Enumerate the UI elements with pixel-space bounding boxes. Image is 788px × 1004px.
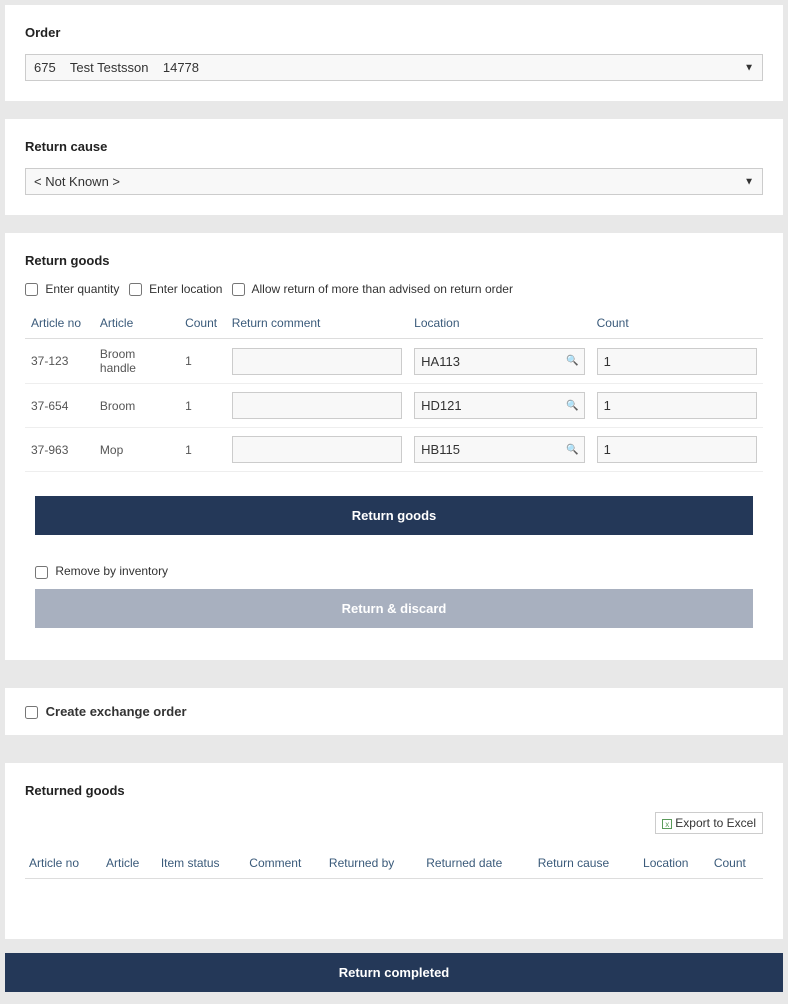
cell-count-to [591, 384, 763, 428]
return-cause-select-wrap: < Not Known > ▼ [25, 168, 763, 195]
col-article[interactable]: Article [94, 308, 179, 339]
table-row: 37-654Broom1 🔍 [25, 384, 763, 428]
return-goods-panel: Return goods Enter quantity Enter locati… [5, 233, 783, 660]
col-location[interactable]: Location [408, 308, 590, 339]
return-discard-button[interactable]: Return & discard [35, 589, 753, 628]
allow-more-option[interactable]: Allow return of more than advised on ret… [232, 282, 513, 296]
exchange-order-panel: Create exchange order [5, 688, 783, 735]
return-comment-input[interactable] [232, 436, 402, 463]
return-cause-label: Return cause [25, 139, 763, 154]
r-col-item-status[interactable]: Item status [157, 848, 245, 879]
create-exchange-checkbox[interactable] [25, 706, 38, 719]
order-label: Order [25, 25, 763, 40]
return-goods-options: Enter quantity Enter location Allow retu… [25, 282, 763, 296]
discard-block: Remove by inventory Return & discard [35, 551, 753, 639]
chevron-down-icon: ▼ [744, 176, 754, 187]
cell-count-to [591, 428, 763, 472]
export-excel-label: Export to Excel [675, 816, 756, 830]
location-input[interactable] [414, 392, 584, 419]
r-col-return-cause[interactable]: Return cause [534, 848, 639, 879]
search-icon[interactable]: 🔍 [566, 356, 578, 367]
col-count-to[interactable]: Count [591, 308, 763, 339]
return-cause-panel: Return cause < Not Known > ▼ [5, 119, 783, 215]
remove-by-inventory-option[interactable]: Remove by inventory [35, 564, 168, 578]
col-count-from[interactable]: Count [179, 308, 226, 339]
order-select-wrap: 675 Test Testsson 14778 ▼ [25, 54, 763, 81]
cell-return-comment [226, 384, 408, 428]
location-input[interactable] [414, 348, 584, 375]
cell-return-comment [226, 339, 408, 384]
cell-article-no: 37-123 [25, 339, 94, 384]
return-goods-header-row: Article no Article Count Return comment … [25, 308, 763, 339]
cell-article: Broom [94, 384, 179, 428]
r-col-comment[interactable]: Comment [245, 848, 325, 879]
col-article-no[interactable]: Article no [25, 308, 94, 339]
return-comment-input[interactable] [232, 348, 402, 375]
cell-article-no: 37-963 [25, 428, 94, 472]
return-completed-button[interactable]: Return completed [5, 953, 783, 992]
export-excel-link[interactable]: xExport to Excel [655, 812, 763, 834]
cell-count-from: 1 [179, 339, 226, 384]
cell-return-comment [226, 428, 408, 472]
cell-article: Broom handle [94, 339, 179, 384]
allow-more-label: Allow return of more than advised on ret… [251, 282, 512, 296]
chevron-down-icon: ▼ [744, 62, 754, 73]
returned-goods-header-row: Article no Article Item status Comment R… [25, 848, 763, 879]
cell-count-from: 1 [179, 384, 226, 428]
cell-location: 🔍 [408, 428, 590, 472]
table-row: 37-963Mop1 🔍 [25, 428, 763, 472]
remove-by-inventory-label: Remove by inventory [55, 564, 168, 578]
returned-goods-empty [25, 879, 763, 919]
cell-article: Mop [94, 428, 179, 472]
return-goods-button[interactable]: Return goods [35, 496, 753, 535]
allow-more-checkbox[interactable] [232, 283, 245, 296]
search-icon[interactable]: 🔍 [566, 444, 578, 455]
r-col-location[interactable]: Location [639, 848, 710, 879]
r-col-returned-date[interactable]: Returned date [422, 848, 534, 879]
create-exchange-option[interactable]: Create exchange order [25, 704, 187, 719]
return-comment-input[interactable] [232, 392, 402, 419]
enter-location-option[interactable]: Enter location [129, 282, 226, 296]
export-row: xExport to Excel [25, 812, 763, 834]
cell-location: 🔍 [408, 384, 590, 428]
count-input[interactable] [597, 436, 757, 463]
col-return-comment[interactable]: Return comment [226, 308, 408, 339]
return-cause-select[interactable]: < Not Known > ▼ [25, 168, 763, 195]
order-selected-value: 675 Test Testsson 14778 [34, 60, 199, 75]
count-input[interactable] [597, 392, 757, 419]
returned-goods-table: Article no Article Item status Comment R… [25, 848, 763, 879]
cell-count-to [591, 339, 763, 384]
enter-quantity-label: Enter quantity [45, 282, 119, 296]
cell-count-from: 1 [179, 428, 226, 472]
order-panel: Order 675 Test Testsson 14778 ▼ [5, 5, 783, 101]
enter-location-checkbox[interactable] [129, 283, 142, 296]
create-exchange-label: Create exchange order [46, 704, 187, 719]
r-col-article[interactable]: Article [102, 848, 157, 879]
table-row: 37-123Broom handle1 🔍 [25, 339, 763, 384]
returned-goods-panel: Returned goods xExport to Excel Article … [5, 763, 783, 939]
r-col-returned-by[interactable]: Returned by [325, 848, 422, 879]
location-input[interactable] [414, 436, 584, 463]
return-goods-table: Article no Article Count Return comment … [25, 308, 763, 472]
r-col-count[interactable]: Count [710, 848, 763, 879]
count-input[interactable] [597, 348, 757, 375]
returned-goods-title: Returned goods [25, 783, 763, 798]
r-col-article-no[interactable]: Article no [25, 848, 102, 879]
excel-icon: x [662, 819, 672, 829]
cell-article-no: 37-654 [25, 384, 94, 428]
cell-location: 🔍 [408, 339, 590, 384]
return-goods-title: Return goods [25, 253, 763, 268]
order-select[interactable]: 675 Test Testsson 14778 ▼ [25, 54, 763, 81]
enter-location-label: Enter location [149, 282, 222, 296]
return-cause-selected-value: < Not Known > [34, 174, 120, 189]
search-icon[interactable]: 🔍 [566, 400, 578, 411]
enter-quantity-option[interactable]: Enter quantity [25, 282, 123, 296]
remove-by-inventory-checkbox[interactable] [35, 566, 48, 579]
enter-quantity-checkbox[interactable] [25, 283, 38, 296]
